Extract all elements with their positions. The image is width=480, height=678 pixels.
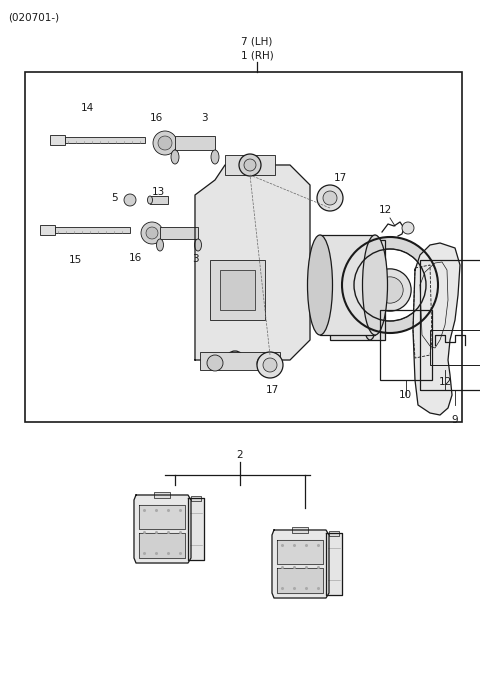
Bar	[25, 72, 462, 422]
Bar	[154, 492, 170, 498]
Polygon shape	[134, 495, 191, 563]
Text: 2: 2	[237, 450, 243, 460]
Bar	[380, 310, 432, 380]
Ellipse shape	[308, 235, 333, 335]
Circle shape	[263, 358, 277, 372]
Text: 12: 12	[438, 377, 452, 387]
Ellipse shape	[362, 235, 387, 335]
Bar	[420, 260, 480, 390]
Bar	[40, 225, 55, 235]
Circle shape	[402, 222, 414, 234]
Ellipse shape	[360, 240, 380, 340]
Text: 17: 17	[334, 173, 347, 183]
Polygon shape	[326, 533, 342, 595]
Circle shape	[257, 355, 273, 371]
Bar	[225, 155, 275, 175]
Circle shape	[377, 277, 403, 303]
Ellipse shape	[230, 355, 240, 365]
Circle shape	[323, 191, 337, 205]
Circle shape	[146, 227, 158, 239]
Text: 9: 9	[452, 415, 458, 425]
Text: (020701-): (020701-)	[8, 12, 59, 22]
Text: 12: 12	[378, 205, 392, 215]
Polygon shape	[139, 505, 185, 529]
Bar	[55, 227, 130, 233]
Text: 17: 17	[265, 385, 278, 395]
Ellipse shape	[156, 239, 164, 251]
Bar	[330, 240, 385, 340]
Text: 15: 15	[68, 255, 82, 265]
Text: 1 (RH): 1 (RH)	[240, 51, 274, 61]
Bar	[200, 352, 280, 370]
Wedge shape	[342, 237, 438, 333]
Polygon shape	[195, 165, 310, 360]
Polygon shape	[188, 498, 204, 560]
Ellipse shape	[194, 239, 202, 251]
Bar	[220, 270, 255, 310]
Circle shape	[141, 222, 163, 244]
Bar	[160, 227, 198, 239]
Ellipse shape	[239, 154, 261, 176]
Bar	[50, 135, 65, 145]
Circle shape	[153, 131, 177, 155]
Polygon shape	[413, 265, 432, 358]
Bar	[191, 496, 201, 501]
Text: 3: 3	[201, 113, 207, 123]
Circle shape	[158, 136, 172, 150]
Polygon shape	[413, 243, 460, 415]
Text: 16: 16	[128, 253, 142, 263]
Bar	[150, 196, 168, 204]
Text: 16: 16	[149, 113, 163, 123]
Bar	[210, 260, 265, 320]
Ellipse shape	[171, 150, 179, 164]
Ellipse shape	[211, 150, 219, 164]
Bar	[65, 137, 145, 143]
Circle shape	[317, 185, 343, 211]
Text: 10: 10	[398, 390, 411, 400]
Circle shape	[369, 269, 411, 311]
Bar	[320, 235, 375, 335]
Ellipse shape	[147, 196, 153, 204]
Polygon shape	[139, 533, 185, 558]
Text: 13: 13	[151, 187, 165, 197]
Bar	[430, 330, 480, 365]
Ellipse shape	[244, 159, 256, 171]
Bar	[175, 136, 215, 150]
Polygon shape	[272, 530, 329, 598]
Text: 7 (LH): 7 (LH)	[241, 37, 273, 47]
Polygon shape	[277, 540, 323, 564]
Text: 3: 3	[192, 254, 198, 264]
Bar	[329, 531, 339, 536]
Text: 14: 14	[80, 103, 94, 113]
Circle shape	[207, 355, 223, 371]
Circle shape	[257, 352, 283, 378]
Ellipse shape	[226, 351, 244, 369]
Text: 5: 5	[111, 193, 117, 203]
Bar	[292, 527, 308, 533]
Polygon shape	[277, 568, 323, 593]
Circle shape	[124, 194, 136, 206]
